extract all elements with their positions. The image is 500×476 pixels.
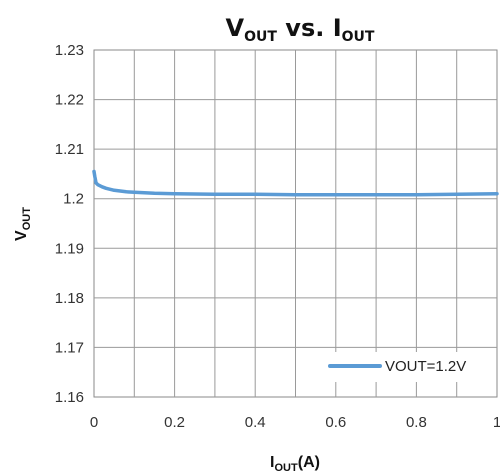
y-tick-label: 1.21: [55, 141, 84, 158]
x-tick-label: 0.6: [325, 414, 346, 431]
y-tick-label: 1.18: [55, 290, 84, 307]
y-tick-label: 1.22: [55, 92, 84, 109]
x-axis-title: IOUT(A): [270, 454, 320, 474]
y-tick-label: 1.17: [55, 339, 84, 356]
x-tick-label: 1: [493, 414, 500, 431]
y-tick-label: 1.23: [55, 42, 84, 59]
series-line-vout-1-2v: [92, 169, 499, 197]
x-tick-label: 0.8: [406, 414, 427, 431]
y-tick-labels: 1.16 1.17 1.18 1.19 1.2 1.21 1.22 1.23: [55, 42, 84, 406]
y-tick-label: 1.19: [55, 240, 84, 257]
x-tick-label: 0: [90, 414, 98, 431]
series-lines: [92, 169, 499, 197]
legend: VOUT=1.2V: [322, 352, 494, 382]
chart-title: VOUT vs. IOUT: [226, 14, 375, 45]
y-tick-label: 1.16: [55, 389, 84, 406]
y-tick-label: 1.2: [63, 191, 84, 208]
x-tick-label: 0.4: [245, 414, 266, 431]
legend-label-vout-1-2v: VOUT=1.2V: [385, 358, 466, 375]
x-tick-labels: 0 0.2 0.4 0.6 0.8 1: [90, 414, 500, 431]
x-tick-label: 0.2: [164, 414, 185, 431]
y-axis-title: VOUT: [13, 207, 33, 241]
grid: [94, 50, 497, 397]
